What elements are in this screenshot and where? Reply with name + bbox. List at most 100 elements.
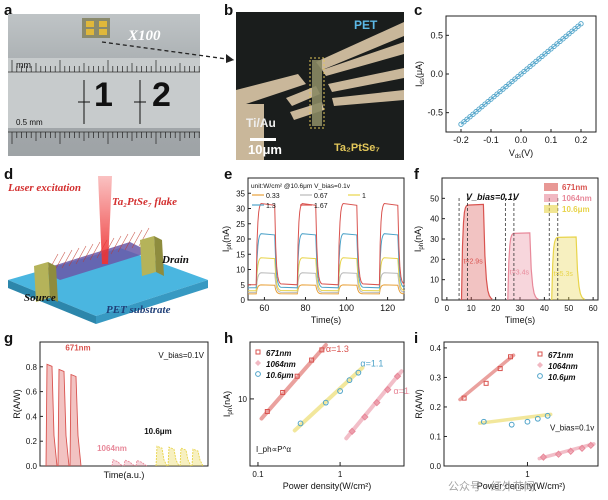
data-point bbox=[264, 409, 270, 415]
y-tick-label: 35 bbox=[236, 189, 245, 198]
data-point bbox=[544, 412, 551, 419]
lattice-bond bbox=[82, 243, 94, 263]
panel-label-d: d bbox=[4, 166, 14, 183]
optical-micrograph: PET Ti/Au 10μm Ta₂PtSe₇ bbox=[236, 12, 404, 160]
data-point bbox=[294, 373, 300, 379]
data-point bbox=[297, 420, 304, 427]
rise-time-label: t=5.3s bbox=[554, 271, 574, 278]
pulse-fill-1064nm bbox=[124, 460, 135, 466]
x-tick-label: 1 bbox=[525, 470, 530, 479]
alpha-label: α=1.1 bbox=[360, 359, 383, 369]
magnification-label: X100 bbox=[128, 28, 161, 44]
legend-entry: 0.33 bbox=[266, 193, 280, 200]
pulse-fill-10.6μm bbox=[180, 448, 191, 466]
y-tick-label: -0.5 bbox=[427, 108, 443, 118]
flake-lattice bbox=[40, 242, 150, 280]
y-axis-label: Iph(nA) bbox=[414, 226, 425, 252]
series-line-1.3 bbox=[248, 233, 405, 289]
lattice-bond bbox=[131, 229, 143, 249]
substrate-label: PET substrate bbox=[106, 304, 171, 316]
label-part: ds bbox=[420, 78, 426, 84]
y-axis-label: Ids(μA) bbox=[414, 61, 426, 87]
legend-entry: 1 bbox=[362, 193, 366, 200]
label-part: I bbox=[222, 250, 231, 253]
panel-label-f: f bbox=[414, 166, 419, 183]
flake-schematic-label: Ta₂PtSe₇ flake bbox=[112, 196, 178, 208]
lattice-bond bbox=[75, 245, 87, 265]
pulse-fill-671nm bbox=[70, 374, 81, 466]
label-part: (V) bbox=[521, 148, 533, 158]
lattice-bond bbox=[110, 235, 122, 255]
x-axis-label: Power density(W/cm²) bbox=[283, 481, 372, 491]
label-part: (nA) bbox=[414, 226, 423, 243]
pulse-line-671nm bbox=[57, 368, 70, 467]
x-axis-label: Time(s) bbox=[311, 315, 341, 325]
electrode-label: Ti/Au bbox=[246, 116, 276, 130]
ruler-unit-half-mm: 0.5 mm bbox=[16, 118, 43, 127]
series-line-10.6μm bbox=[551, 236, 586, 301]
label-part: ph bbox=[419, 243, 425, 250]
panel-label-i: i bbox=[414, 330, 419, 347]
legend-swatch bbox=[544, 194, 558, 202]
label-part: (nA) bbox=[222, 391, 232, 408]
label-part: ph bbox=[228, 408, 234, 415]
y-tick-label: 0.5 bbox=[430, 30, 443, 40]
y-tick-label: 0.2 bbox=[430, 403, 442, 412]
y-tick-label: 10 bbox=[236, 266, 245, 275]
y-tick-label: 0.0 bbox=[430, 69, 443, 79]
label-part: (nA) bbox=[222, 226, 231, 243]
data-point bbox=[554, 450, 563, 458]
legend-marker bbox=[255, 349, 261, 355]
legend-entry: 1064nm bbox=[548, 362, 578, 371]
x-tick-label: 0.2 bbox=[575, 135, 588, 145]
y-tick-label: 0 bbox=[241, 296, 246, 305]
legend-swatch bbox=[544, 205, 558, 213]
pulse-fill-10.6μm bbox=[168, 447, 179, 466]
data-point bbox=[587, 441, 595, 450]
legend-entry: 10.6μm bbox=[266, 371, 294, 380]
series-fill-671nm bbox=[461, 204, 493, 300]
data-point bbox=[373, 398, 381, 407]
pulse-fill-10.6μm bbox=[156, 446, 167, 466]
y-tick-label: 20 bbox=[236, 235, 245, 244]
lattice-bond bbox=[89, 241, 101, 261]
alpha-label: α=1.4 bbox=[393, 386, 410, 396]
x-tick-label: 100 bbox=[339, 303, 354, 313]
legend-entry: 10.6μm bbox=[548, 373, 576, 382]
y-tick-label: 0.8 bbox=[26, 363, 38, 372]
panel-label-b: b bbox=[224, 2, 234, 19]
series-fill-1064nm bbox=[507, 232, 539, 300]
x-axis-label: Time(s) bbox=[505, 315, 535, 325]
legend-entry: 1064nm bbox=[266, 360, 296, 369]
y-tick-label: 0.3 bbox=[430, 373, 442, 382]
legend-entry: 1064nm bbox=[562, 194, 592, 203]
data-point bbox=[348, 427, 356, 436]
chart-photocurrent-wavelength: 0 10 20 30 40 50 60 0 10 20 30 40 50 t=2.9s t=3.4s t=5.… bbox=[414, 177, 599, 325]
bias-annotation: V_bias=0.1V bbox=[158, 351, 204, 360]
data-point bbox=[578, 444, 586, 452]
data-point bbox=[384, 385, 392, 394]
bias-annotation: V_bias=0.1V bbox=[466, 192, 520, 202]
watermark: 公众号 · 红外芯闻 bbox=[448, 481, 535, 493]
data-point bbox=[322, 399, 329, 406]
chart-photocurrent-power: 60 80 100 120 0 5 10 15 20 25 30 35 unit:W/cm² @10.6… bbox=[222, 177, 405, 325]
panel-label-g: g bbox=[4, 330, 14, 347]
ruler-digit-2: 2 bbox=[152, 76, 171, 114]
data-point bbox=[480, 418, 487, 425]
data-point bbox=[346, 377, 353, 384]
x-axis-label: Time(a.u.) bbox=[104, 470, 145, 480]
x-tick-label: 50 bbox=[564, 304, 573, 313]
label-part: ds bbox=[515, 154, 521, 160]
pulse-fill-1064nm bbox=[136, 460, 147, 466]
x-tick-label: 120 bbox=[380, 303, 395, 313]
pulse-line-1064nm bbox=[111, 459, 124, 467]
pulse-line-671nm bbox=[69, 373, 82, 467]
fit-line-671nm bbox=[259, 342, 328, 421]
fit-line-10.6μm bbox=[477, 412, 553, 425]
scale-bar-label: 10μm bbox=[248, 142, 282, 157]
chip-pad bbox=[86, 29, 94, 35]
x-tick-label: 60 bbox=[259, 303, 269, 313]
legend-entry: 671nm bbox=[562, 183, 587, 192]
device-schematic: Laser excitation Ta₂PtSe₇ flake Drain So… bbox=[8, 176, 208, 326]
